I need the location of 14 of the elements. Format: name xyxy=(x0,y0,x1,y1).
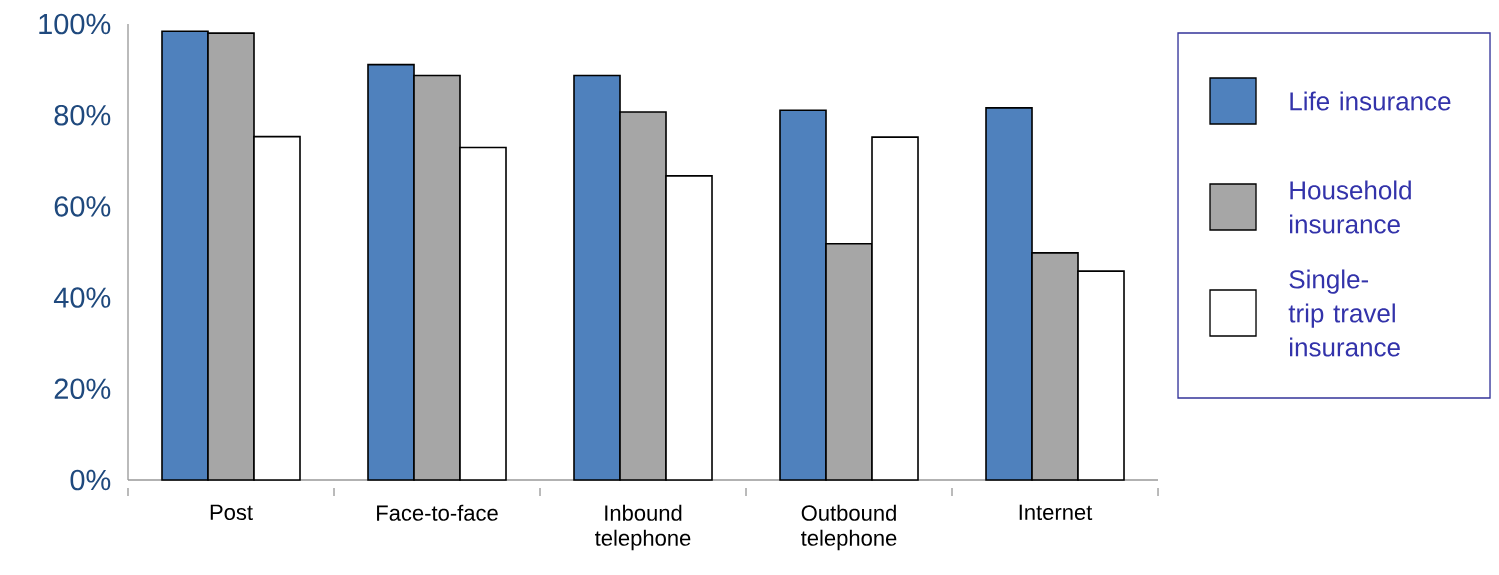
x-tick-label: Face-to-face xyxy=(377,504,498,521)
x-tick-label: Internet xyxy=(1019,504,1093,521)
legend-label: Single-trip travel insurance xyxy=(1288,269,1400,357)
y-tick-label: 20% xyxy=(54,378,111,400)
legend-label: Life insurance xyxy=(1290,91,1451,111)
y-tick-label: 100% xyxy=(39,13,111,35)
y-tick-label: 40% xyxy=(53,287,111,308)
legend-label: Household insurance xyxy=(1290,180,1411,234)
x-tick-label: Inbound telephone xyxy=(595,504,691,551)
y-tick-label: 60% xyxy=(54,196,111,217)
x-tick-label: Post xyxy=(210,504,253,521)
y-tick-label: 80% xyxy=(54,104,111,126)
y-tick-label: 0% xyxy=(70,469,111,491)
x-tick-label: Outbound telephone xyxy=(801,504,897,551)
